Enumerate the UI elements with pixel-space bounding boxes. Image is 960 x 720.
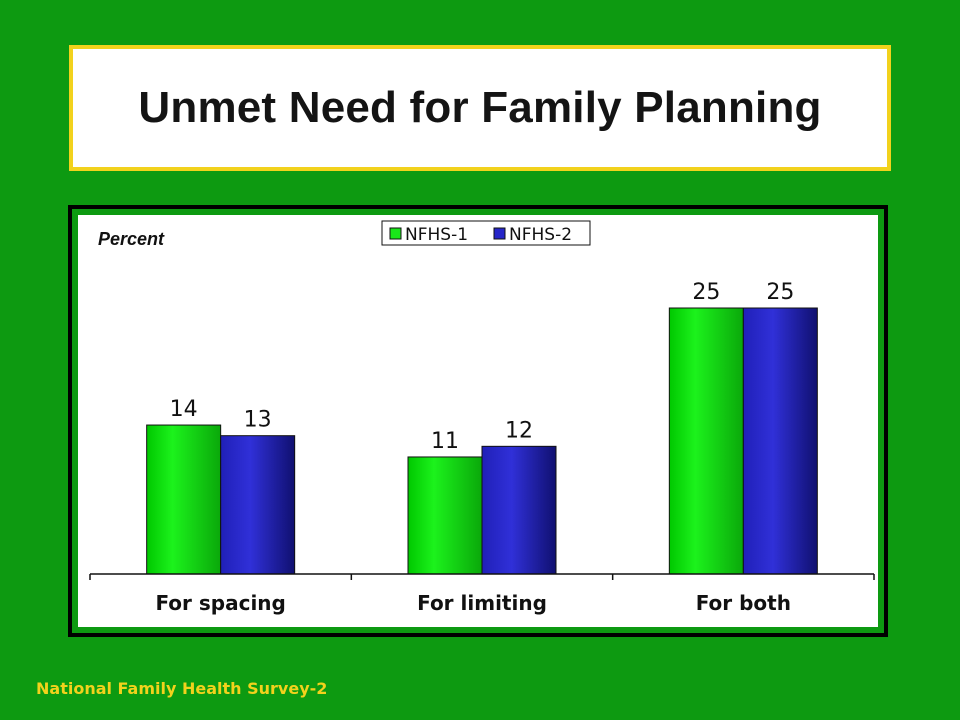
- y-axis-label: Percent: [98, 229, 165, 249]
- bar-nfhs-1-0: [146, 424, 222, 575]
- legend-label-nfhs-2: NFHS-2: [509, 225, 572, 245]
- data-label-nfhs-2-1: 12: [505, 418, 533, 443]
- legend-swatch-nfhs-2: [493, 227, 506, 240]
- footer-source: National Family Health Survey-2: [36, 679, 328, 698]
- bar-chart: Percent NFHS-1 NFHS-2 14 13 11 12 25 25 For spaci…: [89, 220, 875, 615]
- chart-area: Percent NFHS-1 NFHS-2 14 13 11 12 25 25 For spaci…: [78, 215, 878, 627]
- data-label-nfhs-1-2: 25: [692, 280, 720, 305]
- legend-box: [381, 220, 591, 246]
- chart-frame: Percent NFHS-1 NFHS-2 14 13 11 12 25 25 For spaci…: [68, 205, 888, 637]
- slide-title: Unmet Need for Family Planning: [138, 83, 822, 132]
- data-label-nfhs-2-2: 25: [766, 280, 794, 305]
- data-label-nfhs-1-0: 14: [170, 397, 198, 422]
- bar-nfhs-1-1: [407, 456, 483, 575]
- x-tick-label-1: For limiting: [417, 591, 547, 615]
- bar-nfhs-2-0: [220, 435, 296, 575]
- bar-nfhs-1-2: [668, 307, 744, 575]
- x-tick-label-2: For both: [696, 591, 791, 615]
- x-tick-label-0: For spacing: [155, 591, 285, 615]
- data-label-nfhs-1-1: 11: [431, 429, 459, 454]
- bar-nfhs-2-2: [742, 307, 818, 575]
- legend-label-nfhs-1: NFHS-1: [405, 225, 468, 245]
- data-label-nfhs-2-0: 13: [244, 408, 272, 433]
- bar-nfhs-2-1: [481, 445, 557, 575]
- title-box: Unmet Need for Family Planning: [69, 45, 891, 171]
- legend-swatch-nfhs-1: [389, 227, 402, 240]
